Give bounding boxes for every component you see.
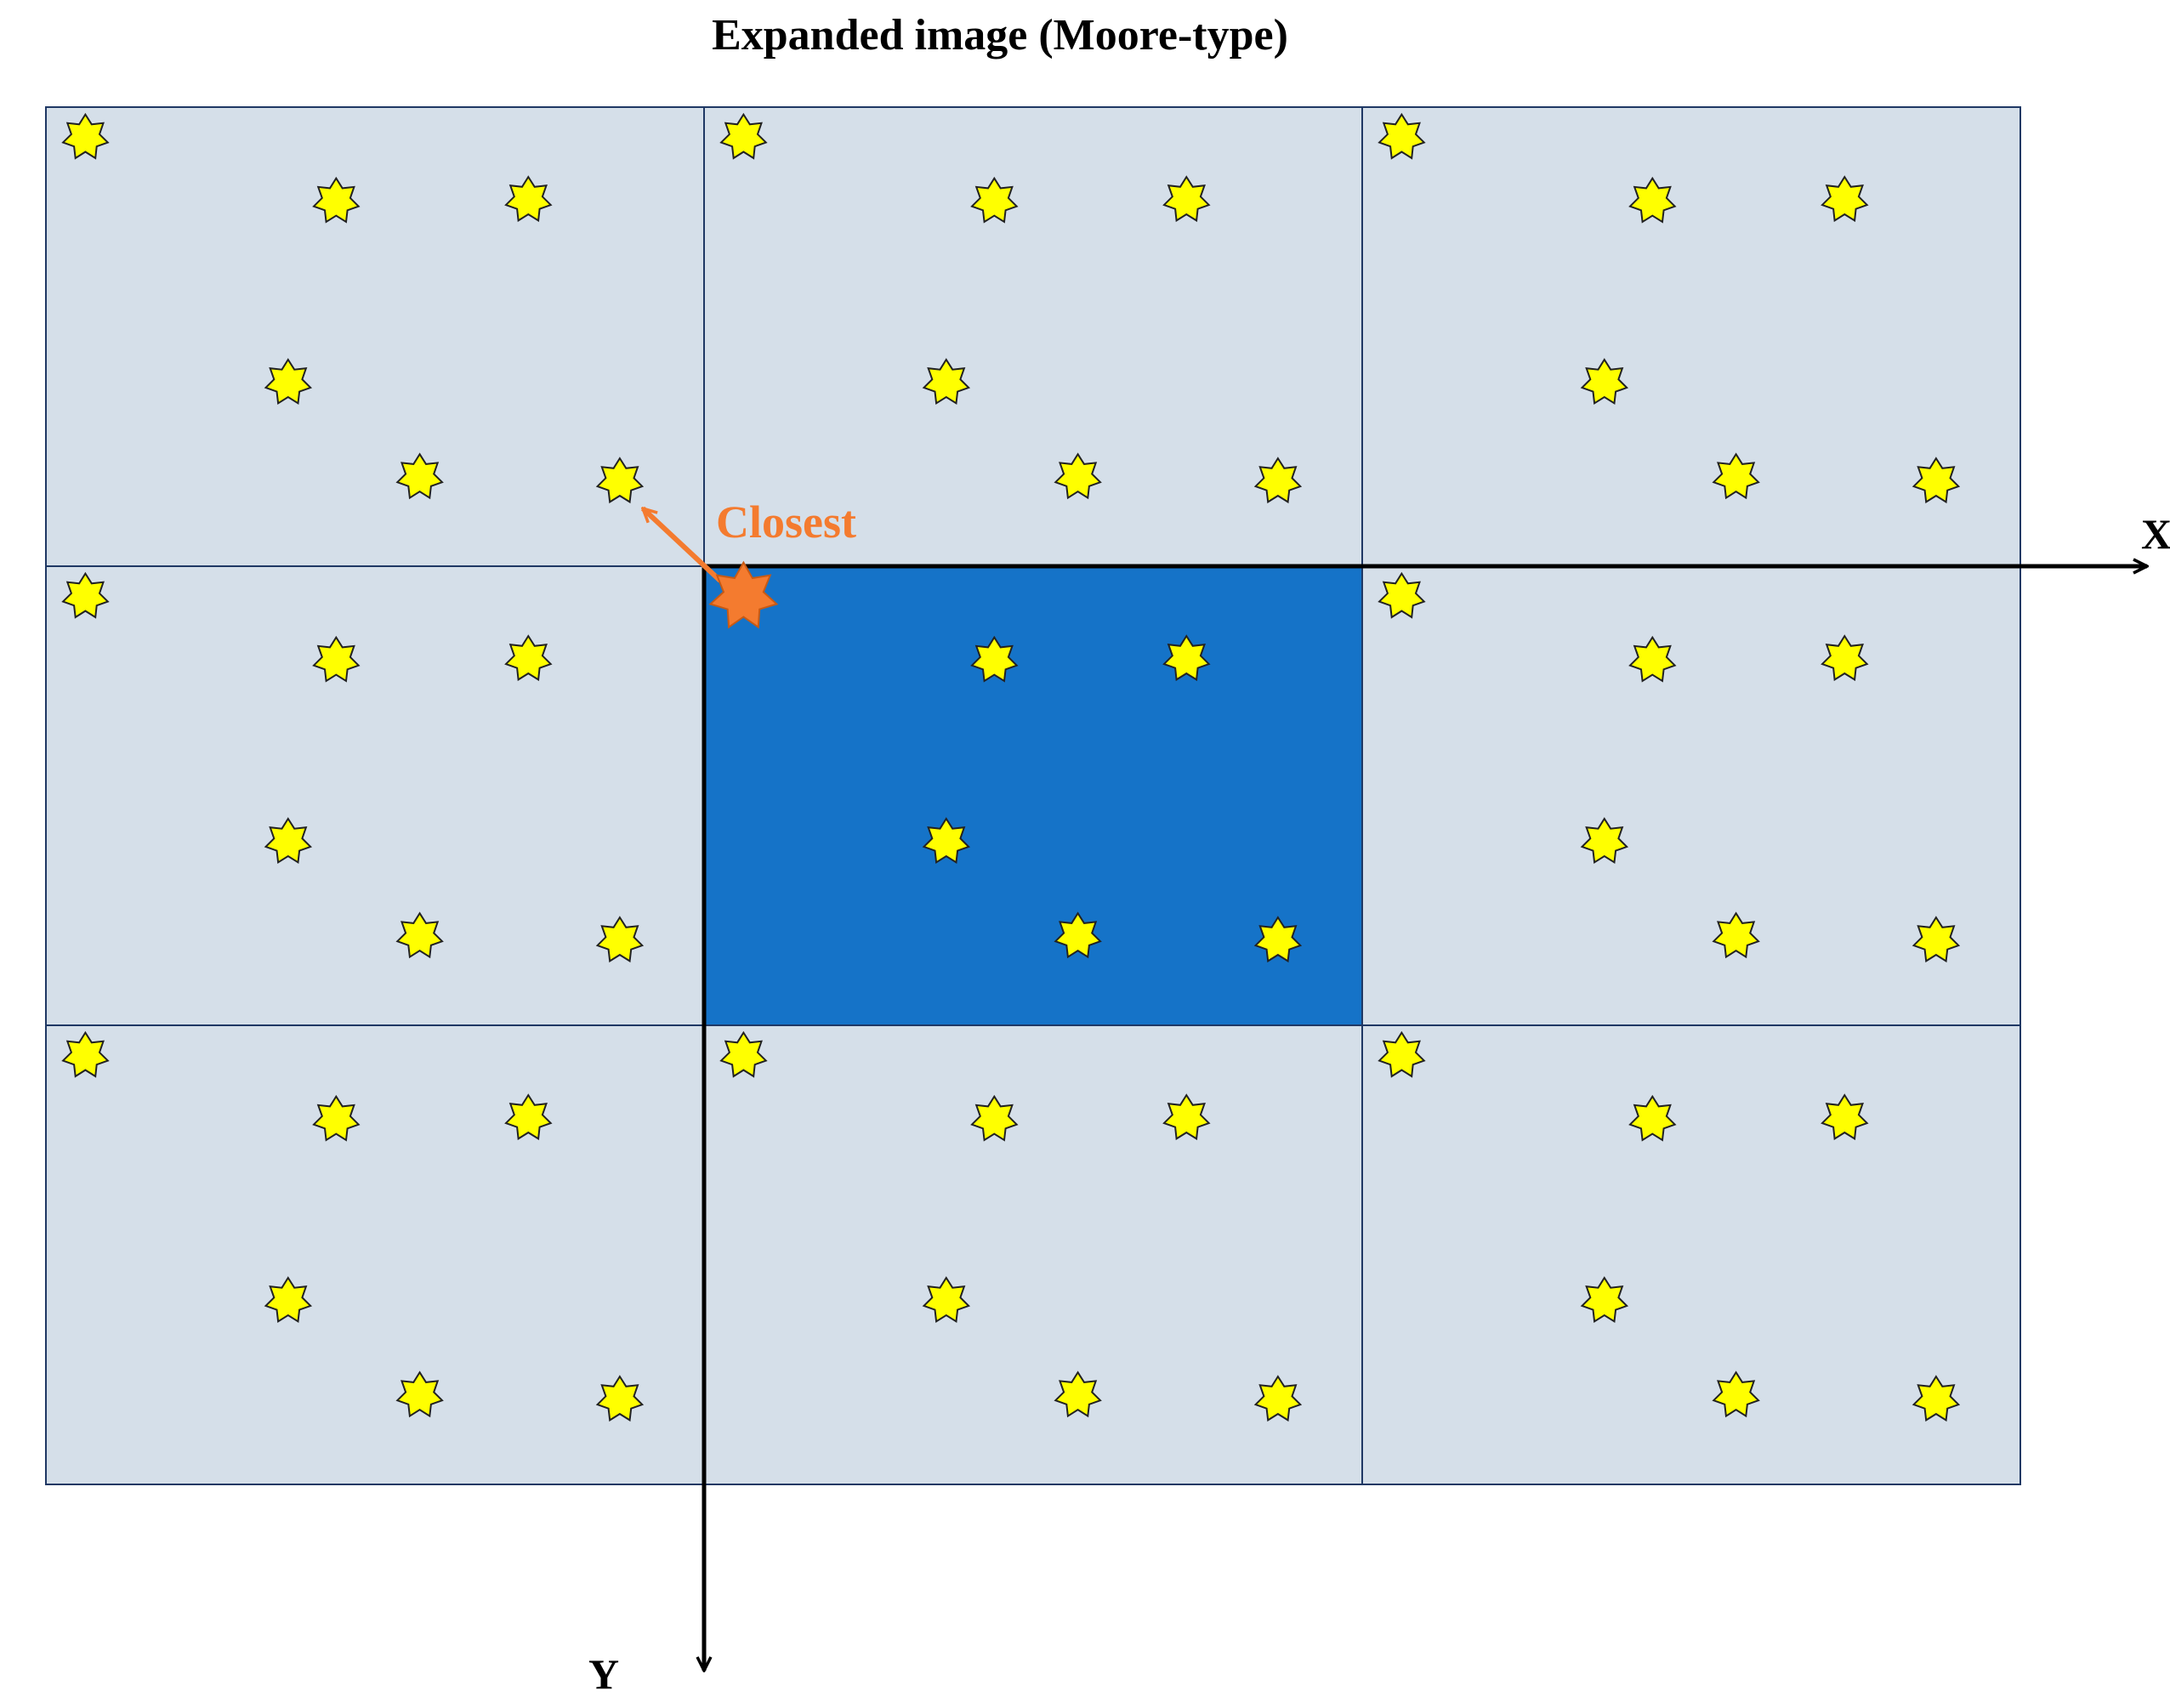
star-icon — [595, 1375, 645, 1422]
star-icon — [595, 916, 645, 963]
star-icon — [922, 1276, 971, 1323]
star-icon — [1912, 916, 1961, 963]
star-icon — [1054, 1370, 1102, 1418]
tile-r2-c0 — [45, 1024, 705, 1485]
star-icon — [1912, 1375, 1961, 1422]
star-icon — [970, 635, 1019, 683]
tile-r2-c2 — [1361, 1024, 2021, 1485]
y-axis-label: Y — [588, 1650, 619, 1698]
x-axis-label: X — [2141, 510, 2170, 558]
center-tile — [703, 565, 1363, 1026]
star-icon — [1712, 1370, 1760, 1418]
star-icon — [1821, 634, 1869, 682]
star-icon — [1580, 1276, 1629, 1323]
tile-r0-c0 — [45, 106, 705, 567]
star-icon — [1821, 175, 1869, 223]
star-icon — [970, 1094, 1019, 1142]
tile-r1-c0 — [45, 565, 705, 1026]
diagram-title: Expanded image (Moore-type) — [712, 11, 1288, 60]
star-icon — [61, 1030, 110, 1078]
star-icon — [395, 911, 444, 959]
star-icon — [922, 817, 971, 864]
tile-r0-c1 — [703, 106, 1363, 567]
tile-r1-c2 — [1361, 565, 2021, 1026]
star-icon — [264, 817, 313, 864]
star-icon — [1580, 817, 1629, 864]
star-icon — [312, 176, 361, 224]
star-icon — [1628, 635, 1677, 683]
star-icon — [264, 358, 313, 405]
star-icon — [312, 1094, 361, 1142]
tiles-layer — [45, 106, 2021, 1485]
star-icon — [504, 175, 553, 223]
stars-layer — [61, 112, 1961, 1422]
star-icon — [1253, 916, 1303, 963]
star-icon — [1054, 452, 1102, 500]
star-icon — [395, 1370, 444, 1418]
star-icon — [922, 358, 971, 405]
star-icon — [1162, 634, 1211, 682]
closest-arrow — [643, 508, 723, 583]
star-icon — [1253, 1375, 1303, 1422]
star-icon — [504, 634, 553, 682]
star-icon — [1821, 1093, 1869, 1141]
star-icon — [1580, 358, 1629, 405]
star-icon — [1912, 457, 1961, 504]
closest-star — [708, 560, 779, 629]
star-icon — [1054, 911, 1102, 959]
star-icon — [970, 176, 1019, 224]
star-icon — [1628, 176, 1677, 224]
star-icon — [504, 1093, 553, 1141]
star-icon — [61, 112, 110, 160]
star-icon — [1162, 175, 1211, 223]
star-icon — [1253, 457, 1303, 504]
star-icon — [264, 1276, 313, 1323]
star-icon — [312, 635, 361, 683]
star-icon — [1628, 1094, 1677, 1142]
tile-r0-c2 — [1361, 106, 2021, 567]
star-icon — [1378, 1030, 1426, 1078]
star-icon — [1378, 112, 1426, 160]
tile-r2-c1 — [703, 1024, 1363, 1485]
star-icon — [61, 571, 110, 619]
closest-label: Closest — [716, 497, 856, 548]
star-icon — [1378, 571, 1426, 619]
star-icon — [595, 457, 645, 504]
star-icon — [719, 112, 768, 160]
star-icon — [1712, 911, 1760, 959]
star-icon — [1162, 1093, 1211, 1141]
star-icon — [1712, 452, 1760, 500]
star-icon — [719, 1030, 768, 1078]
star-icon — [395, 452, 444, 500]
